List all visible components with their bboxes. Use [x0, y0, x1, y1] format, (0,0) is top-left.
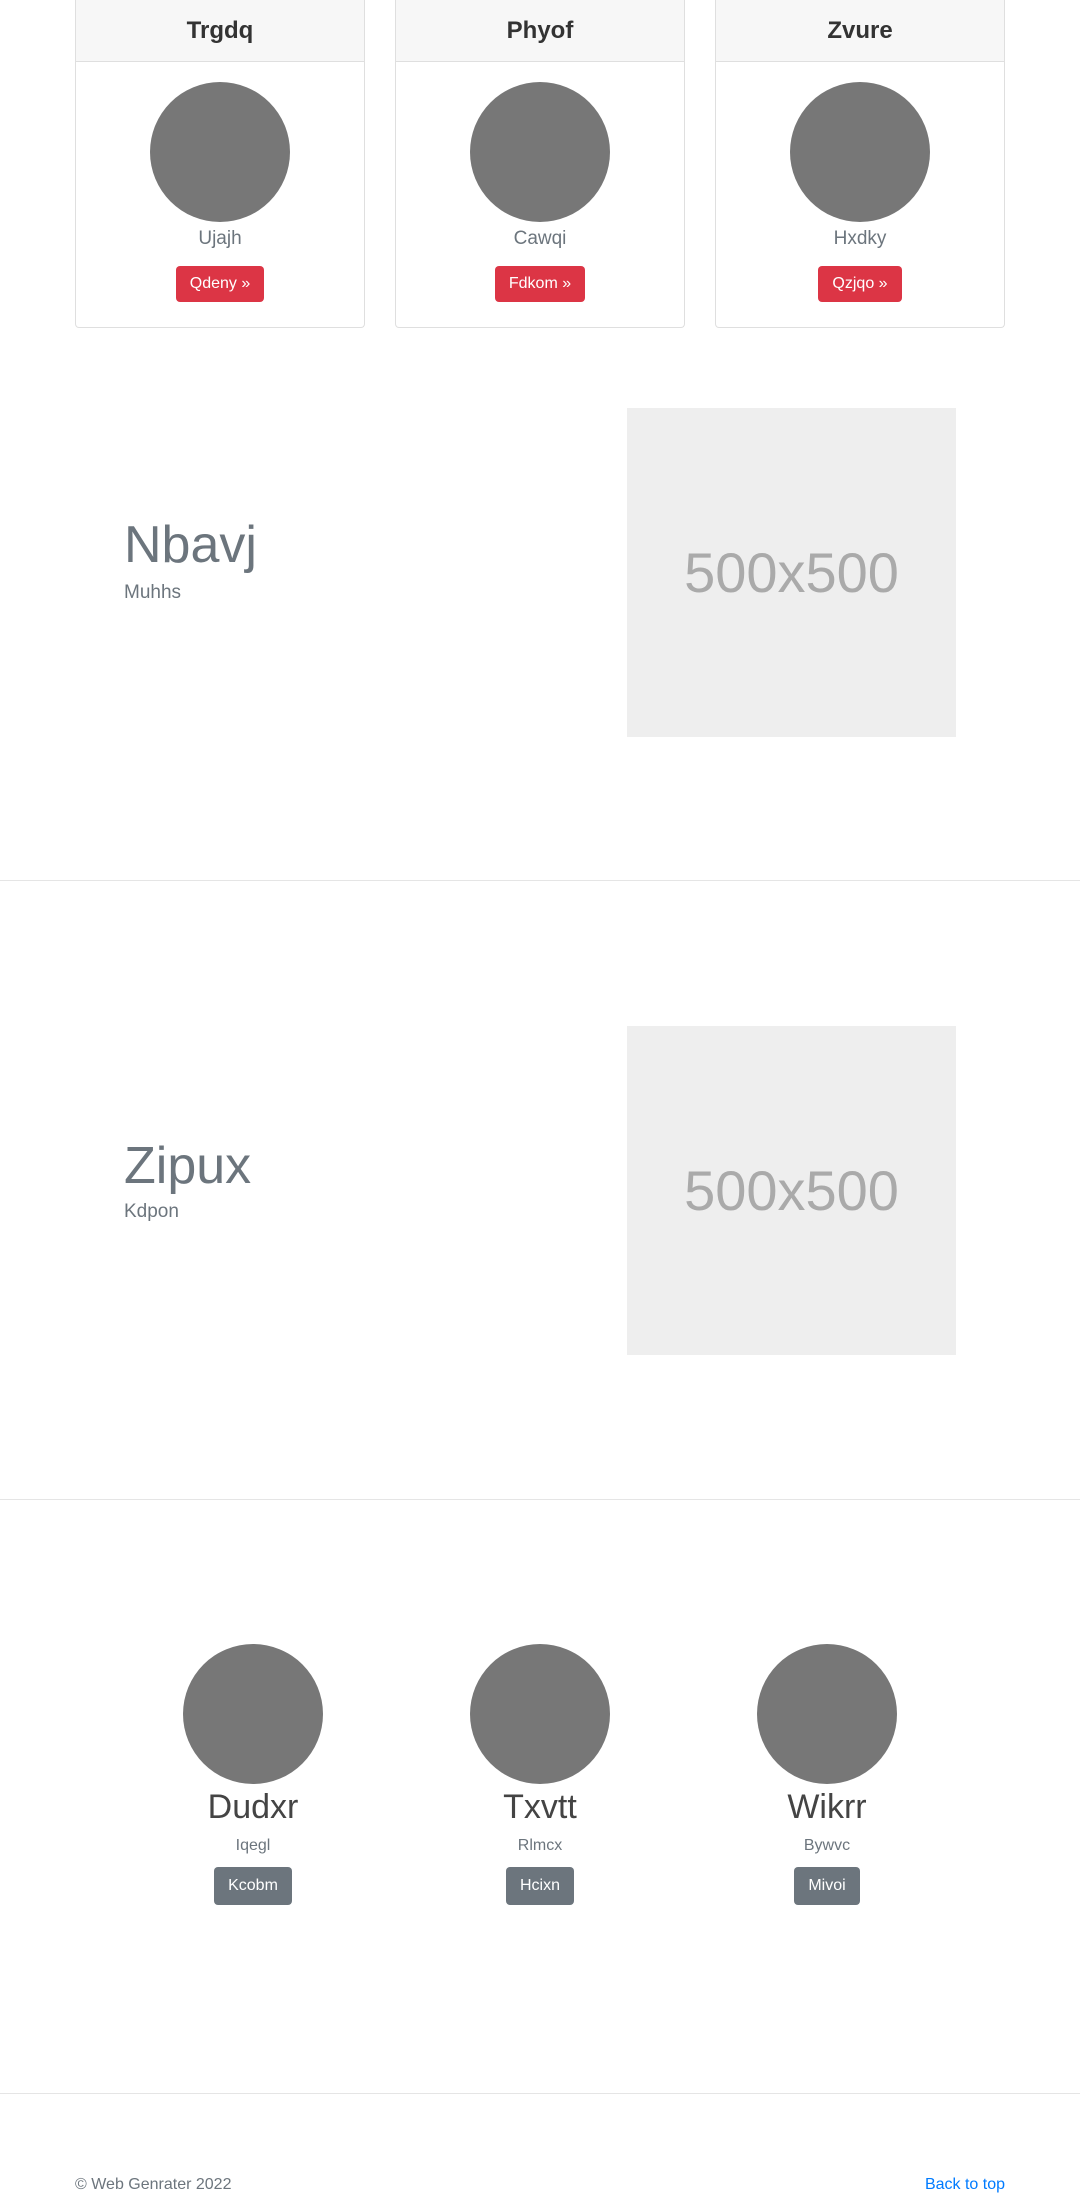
team-member: Dudxr Iqegl Kcobm — [153, 1644, 353, 1905]
avatar — [757, 1644, 897, 1784]
card-button[interactable]: Qzjqo » — [818, 266, 902, 302]
feature-subtitle: Kdpon — [124, 1201, 179, 1222]
card-subtitle: Ujajh — [198, 228, 242, 249]
avatar — [790, 82, 930, 222]
member-name: Dudxr — [207, 1788, 299, 1826]
card-deck: Trgdq Ujajh Qdeny » Phyof Cawqi Fdkom » … — [0, 0, 1080, 330]
member-name: Txvtt — [503, 1788, 577, 1826]
avatar — [470, 82, 610, 222]
feature-title: Zipux — [124, 1137, 252, 1195]
card-subtitle: Cawqi — [513, 228, 567, 249]
member-role: Rlmcx — [517, 1837, 563, 1854]
card-title: Zvure — [716, 0, 1004, 62]
placeholder-label: 500x500 — [684, 541, 899, 604]
team-member: Wikrr Bywvc Mivoi — [727, 1644, 927, 1905]
section-divider — [0, 880, 1080, 881]
avatar — [150, 82, 290, 222]
member-button[interactable]: Hcixn — [505, 1867, 574, 1905]
avatar — [183, 1644, 323, 1784]
card-button[interactable]: Qdeny » — [175, 266, 265, 302]
team-member: Txvtt Rlmcx Hcixn — [440, 1644, 640, 1905]
card: Phyof Cawqi Fdkom » — [395, 0, 685, 328]
avatar — [470, 1644, 610, 1784]
footer-divider — [0, 2093, 1080, 2094]
card: Zvure Hxdky Qzjqo » — [715, 0, 1005, 328]
member-role: Iqegl — [235, 1837, 271, 1854]
member-button[interactable]: Kcobm — [214, 1867, 292, 1905]
back-to-top-link[interactable]: Back to top — [924, 2176, 1005, 2193]
card-title: Phyof — [396, 0, 684, 62]
placeholder-image: 500x500 — [627, 1026, 956, 1355]
card-subtitle: Hxdky — [833, 228, 887, 249]
feature-title: Nbavj — [124, 516, 257, 574]
card-title: Trgdq — [76, 0, 364, 62]
section-divider — [0, 1499, 1080, 1500]
placeholder-label: 500x500 — [684, 1159, 899, 1222]
card-button[interactable]: Fdkom » — [494, 266, 586, 302]
member-name: Wikrr — [787, 1788, 867, 1826]
member-button[interactable]: Mivoi — [794, 1867, 860, 1905]
feature-subtitle: Muhhs — [124, 582, 182, 603]
card: Trgdq Ujajh Qdeny » — [75, 0, 365, 328]
member-role: Bywvc — [803, 1837, 851, 1854]
feature-section: Zipux Kdpon 500x500 — [0, 881, 1080, 1499]
copyright-text: © Web Genrater 2022 — [75, 2176, 232, 2193]
placeholder-image: 500x500 — [627, 408, 956, 737]
feature-section: Nbavj Muhhs 500x500 — [0, 330, 1080, 880]
